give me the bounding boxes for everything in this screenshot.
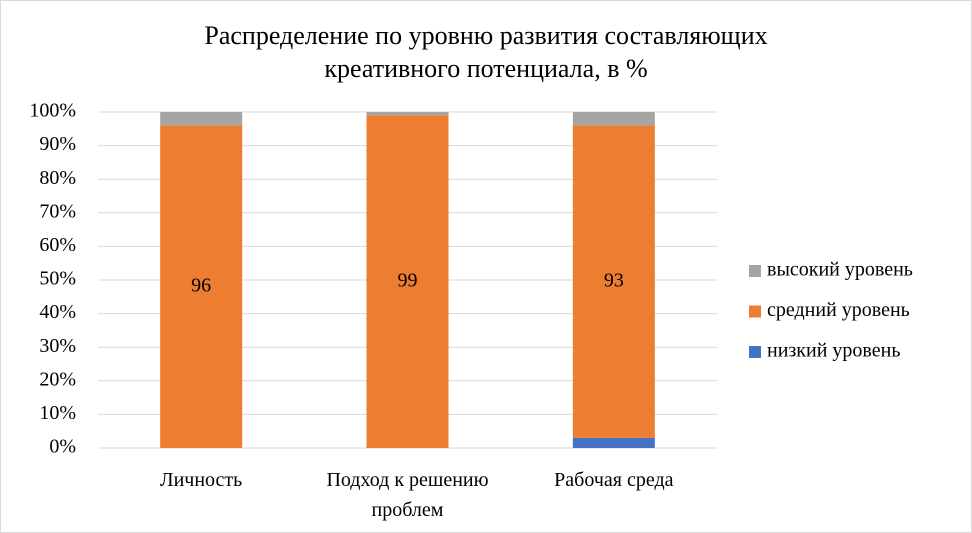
x-tick-label: Личность [160,469,243,491]
legend-swatch [749,346,761,358]
y-tick-label: 0% [49,436,76,458]
y-tick-label: 100% [29,100,76,122]
y-tick-label: 10% [39,402,76,424]
bar-segment [366,115,449,449]
y-tick-label: 90% [39,133,76,155]
chart-title: Распределение по уровню развития составл… [204,21,768,83]
y-tick-label: 70% [39,200,76,222]
y-tick-label: 50% [39,268,76,290]
bar-segment [572,112,655,126]
data-label: 99 [398,269,418,291]
x-tick-label: Подход к решению проблем [326,469,489,521]
data-label: 96 [191,274,211,296]
y-tick-label: 60% [39,234,76,256]
x-tick-label: Рабочая среда [554,469,674,491]
y-tick-label: 80% [39,167,76,189]
legend-swatch [749,265,761,277]
legend-label: высокий уровень [767,259,913,281]
bar-segment [572,437,655,448]
bar-segment [160,125,243,448]
bar-segment [572,125,655,438]
data-label: 93 [604,269,624,291]
y-tick-label: 20% [39,368,76,390]
legend-label: низкий уровень [767,340,900,362]
bar-segment [160,112,243,126]
bar-segment [366,112,449,116]
legend-label: средний уровень [767,299,910,321]
y-tick-label: 40% [39,301,76,323]
y-tick-label: 30% [39,335,76,357]
legend-swatch [749,305,761,318]
